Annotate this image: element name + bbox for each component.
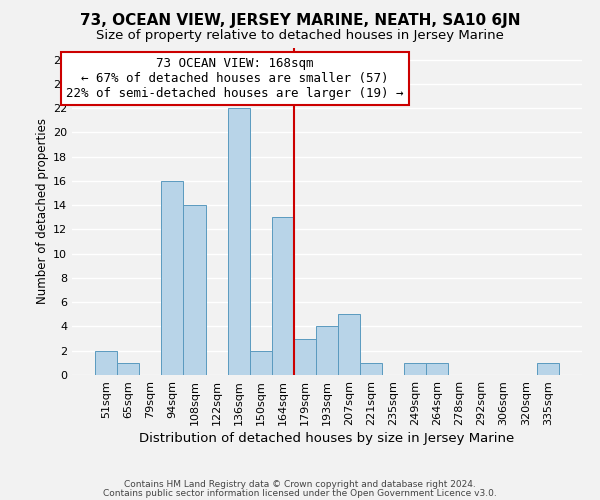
Bar [537,363,559,375]
Bar [404,363,427,375]
Y-axis label: Number of detached properties: Number of detached properties [36,118,49,304]
Text: 73 OCEAN VIEW: 168sqm
← 67% of detached houses are smaller (57)
22% of semi-deta: 73 OCEAN VIEW: 168sqm ← 67% of detached … [67,58,404,100]
Bar [117,363,139,375]
Text: Contains HM Land Registry data © Crown copyright and database right 2024.: Contains HM Land Registry data © Crown c… [124,480,476,489]
Bar [227,108,250,375]
Bar [184,205,206,375]
Text: Contains public sector information licensed under the Open Government Licence v3: Contains public sector information licen… [103,489,497,498]
Bar [250,350,272,375]
Bar [272,218,294,375]
Bar [427,363,448,375]
Bar [294,338,316,375]
X-axis label: Distribution of detached houses by size in Jersey Marine: Distribution of detached houses by size … [139,432,515,445]
Bar [95,350,117,375]
Bar [316,326,338,375]
Bar [338,314,360,375]
Text: 73, OCEAN VIEW, JERSEY MARINE, NEATH, SA10 6JN: 73, OCEAN VIEW, JERSEY MARINE, NEATH, SA… [80,12,520,28]
Bar [360,363,382,375]
Bar [161,181,184,375]
Text: Size of property relative to detached houses in Jersey Marine: Size of property relative to detached ho… [96,29,504,42]
